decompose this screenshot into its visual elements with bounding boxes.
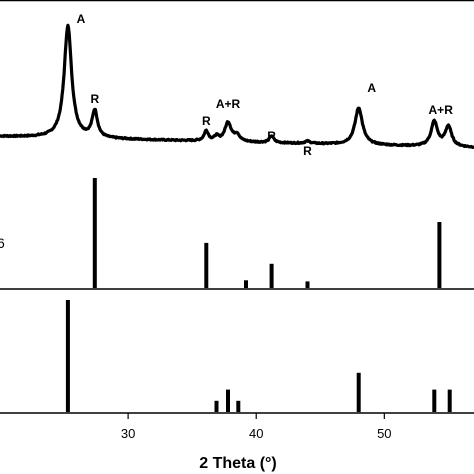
measured-pattern-line — [0, 23, 474, 149]
anatase-stick — [432, 389, 437, 412]
anatase-stick — [447, 389, 452, 412]
x-axis-title: 2 Theta (°) — [199, 455, 277, 472]
peak-label: A+R — [216, 97, 241, 111]
peak-label: R — [303, 144, 312, 158]
peak-label: R — [90, 92, 99, 106]
anatase-stick — [226, 389, 230, 412]
rutile-panel-label: 6 — [0, 235, 5, 251]
peak-label: R — [267, 129, 276, 143]
x-tick-label: 30 — [121, 426, 135, 441]
rutile-stick — [204, 242, 209, 288]
peak-annotations: A R R A+R R R A A+R — [77, 12, 454, 158]
peak-label: A — [77, 12, 86, 26]
anatase-stick — [65, 300, 70, 412]
rutile-stick — [269, 263, 274, 288]
peak-label: R — [202, 114, 211, 128]
rutile-stick — [92, 178, 97, 288]
peak-label: A+R — [429, 103, 454, 117]
x-axis-ticks: 30 40 50 — [121, 413, 392, 441]
rutile-stick — [437, 222, 442, 288]
anatase-reference-sticks — [65, 300, 452, 412]
rutile-reference-sticks — [92, 178, 442, 288]
rutile-stick — [244, 280, 248, 288]
rutile-stick — [305, 281, 310, 288]
anatase-stick — [236, 400, 241, 412]
anatase-stick — [356, 372, 361, 412]
x-tick-label: 40 — [249, 426, 263, 441]
x-tick-label: 50 — [377, 426, 391, 441]
peak-label: A — [367, 81, 376, 95]
panel-frames — [0, 0, 474, 414]
anatase-stick — [214, 400, 219, 412]
